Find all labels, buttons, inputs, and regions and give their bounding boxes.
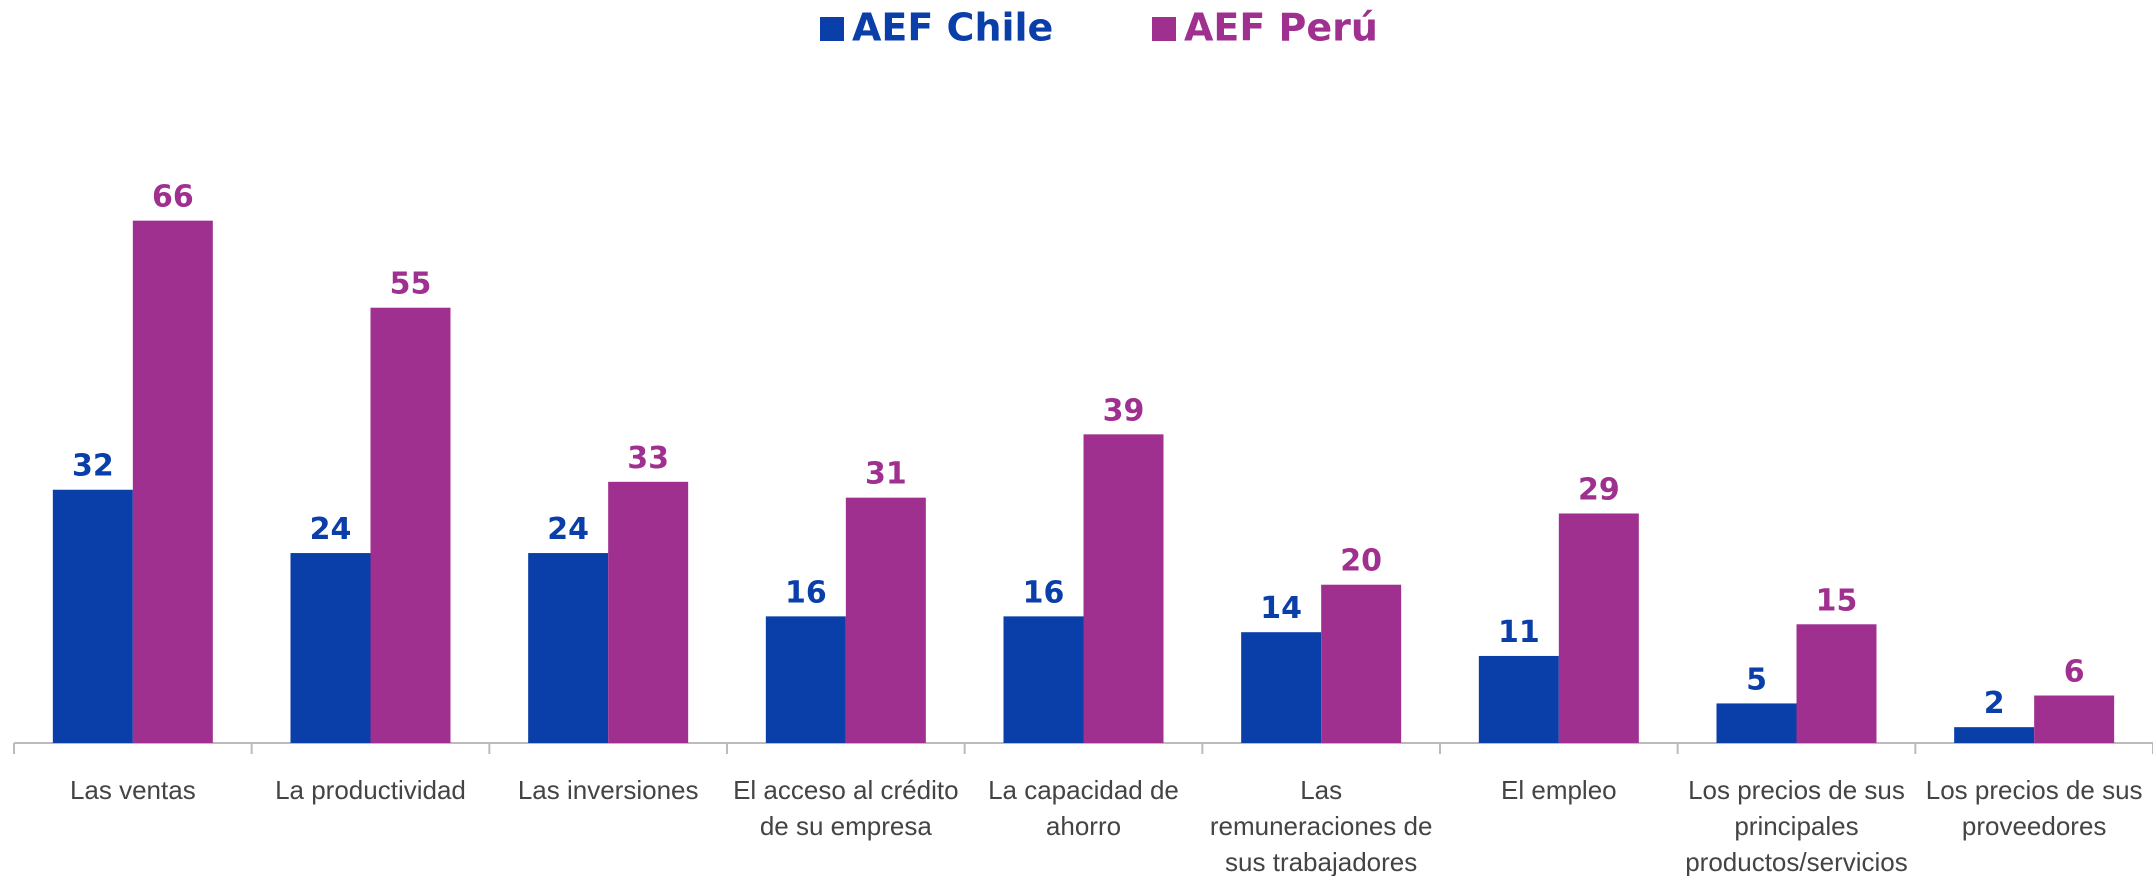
data-label: 6	[2064, 655, 2085, 690]
bar	[1083, 434, 1164, 743]
x-tick-label: La productividad	[275, 775, 466, 805]
legend-label: AEF Chile	[852, 6, 1053, 50]
data-label: 16	[785, 575, 827, 610]
data-label: 20	[1340, 544, 1382, 579]
bar	[1003, 616, 1084, 743]
data-label: 15	[1816, 583, 1858, 618]
legend-swatch	[1152, 17, 1176, 41]
data-label: 55	[390, 267, 432, 302]
bar	[290, 553, 371, 743]
bar	[1558, 513, 1639, 743]
legend-swatch	[820, 17, 844, 41]
data-label: 31	[865, 457, 907, 492]
bar	[608, 481, 689, 743]
bar	[1716, 703, 1797, 743]
x-tick-label: Los precios de sus principales productos…	[1685, 775, 1908, 876]
legend-label: AEF Perú	[1184, 6, 1378, 50]
x-tick-label: La capacidad de ahorro	[988, 775, 1179, 841]
bar	[1321, 584, 1402, 743]
bar	[765, 616, 846, 743]
bar	[1796, 624, 1877, 743]
bar	[845, 497, 926, 743]
x-tick-label: Los precios de sus proveedores	[1925, 775, 2143, 841]
bar	[52, 489, 133, 743]
data-label: 66	[152, 180, 194, 215]
data-label: 16	[1023, 575, 1065, 610]
bar	[370, 307, 451, 743]
data-label: 29	[1578, 472, 1620, 507]
data-label: 11	[1498, 615, 1540, 650]
data-label: 14	[1260, 591, 1302, 626]
data-label: 33	[627, 441, 669, 476]
data-label: 39	[1103, 393, 1145, 428]
bar	[1241, 632, 1322, 743]
x-tick-label: Las ventas	[69, 775, 196, 805]
x-tick-label: El empleo	[1501, 775, 1617, 805]
data-label: 32	[72, 449, 114, 484]
x-tick-label: Las remuneraciones de sus trabajadores	[1209, 775, 1433, 876]
bar	[528, 553, 609, 743]
data-label: 2	[1984, 686, 2005, 721]
data-label: 5	[1746, 662, 1767, 697]
bar	[1954, 727, 2035, 743]
x-tick-label: El acceso al crédito de su empresa	[733, 775, 959, 841]
bar	[132, 220, 213, 743]
x-tick-label: Las inversiones	[517, 775, 699, 805]
bar	[2034, 695, 2115, 743]
data-label: 24	[310, 512, 352, 547]
bar	[1478, 655, 1559, 743]
data-label: 24	[547, 512, 589, 547]
